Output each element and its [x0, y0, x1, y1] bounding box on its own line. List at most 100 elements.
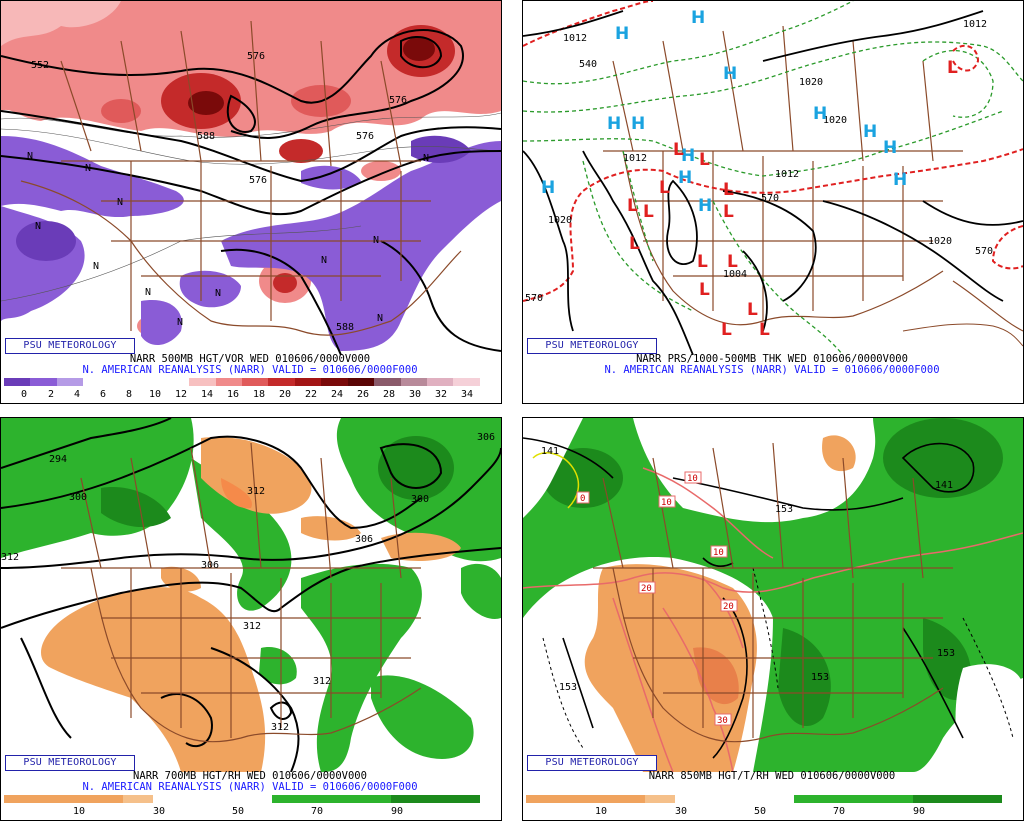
contour-label: 141 [541, 446, 559, 457]
low-center: L [947, 58, 958, 78]
isobar-label: 1020 [928, 236, 952, 247]
colorbar-tick: 18 [252, 389, 266, 400]
panel-850mb-rh: 141 153 141 153 153 153 0 10 10 10 20 20… [522, 417, 1024, 821]
isobar-label: 1012 [623, 153, 647, 164]
low-center: L [727, 252, 738, 272]
dashed-temperature-contours [542, 567, 1014, 749]
colorbar-ticks: 10 30 50 70 90 [526, 806, 1002, 818]
low-center: L [723, 180, 734, 200]
n-mark: N [117, 197, 123, 208]
contour-label: 153 [811, 672, 829, 683]
high-center: H [681, 146, 695, 166]
thickness-540-contour [523, 1, 1023, 302]
temperature-label: 10 [661, 498, 672, 508]
high-center: H [698, 196, 712, 216]
negative-vorticity-areas [1, 135, 501, 351]
contour-label: 141 [935, 480, 953, 491]
thickness-contours [523, 1, 1023, 355]
high-center: H [631, 114, 645, 134]
colorbar-tick: 90 [390, 806, 404, 817]
colorbar-tick: 8 [125, 389, 133, 400]
colorbar-ticks: 0 2 4 6 8 10 12 14 16 18 20 22 24 26 28 … [4, 389, 480, 401]
product-title: NARR PRS/1000-500MB THK WED 010606/0000V… [636, 353, 908, 365]
colorbar-tick: 50 [753, 806, 767, 817]
high-center: H [893, 170, 907, 190]
panel-700mb-rh: 294 300 312 306 300 306 306 312 312 312 … [0, 417, 502, 821]
high-center: H [607, 114, 621, 134]
n-mark: N [177, 317, 183, 328]
temperature-labels: 0 10 10 10 20 20 30 [576, 471, 738, 726]
contour-label: 576 [356, 131, 374, 142]
contour-label: 312 [313, 676, 331, 687]
temperature-label: 10 [713, 548, 724, 558]
colorbar-tick: 30 [408, 389, 422, 400]
contour-label: 300 [69, 492, 87, 503]
n-mark: N [85, 163, 91, 174]
coastline [902, 323, 1023, 347]
contour-label: 312 [1, 552, 19, 563]
n-mark: N [145, 287, 151, 298]
colorbar-tick: 16 [226, 389, 240, 400]
high-center: H [691, 8, 705, 28]
n-mark: N [35, 221, 41, 232]
n-mark: N [27, 151, 33, 162]
colorbar-tick: 30 [152, 806, 166, 817]
brand-label: PSU METEOROLOGY [527, 338, 657, 354]
n-mark: N [423, 153, 429, 164]
colorbar-ticks: 10 30 50 70 90 [4, 806, 480, 818]
moist-areas [1, 418, 501, 772]
colorbar-tick: 34 [460, 389, 474, 400]
colorbar-tick: 6 [99, 389, 107, 400]
low-center: L [627, 196, 638, 216]
contour-labels: 552 576 576 588 576 588 576 [31, 51, 407, 333]
thickness-label: 570 [975, 246, 993, 257]
contour-label: 312 [271, 722, 289, 733]
contour-label: 153 [775, 504, 793, 515]
product-title: NARR 850MB HGT/T/RH WED 010606/0000V000 [648, 770, 896, 782]
pressure-thickness-map: 1012 540 1012 1020 1020 1012 1012 1020 1… [523, 1, 1023, 355]
n-mark: N [373, 235, 379, 246]
colorbar-tick: 30 [674, 806, 688, 817]
thickness-label: 570 [761, 193, 779, 204]
colorbar [4, 378, 480, 386]
isobar-label: 1012 [563, 33, 587, 44]
high-center: H [541, 178, 555, 198]
brand-label: PSU METEOROLOGY [5, 755, 135, 771]
contour-label: 588 [336, 322, 354, 333]
geographic-borders [20, 20, 462, 336]
colorbar-tick: 4 [73, 389, 81, 400]
moist-areas [523, 418, 1023, 772]
contour-label: 300 [411, 494, 429, 505]
geographic-borders [603, 25, 1023, 332]
high-center: H [678, 168, 692, 188]
colorbar-tick: 2 [47, 389, 55, 400]
colorbar-tick: 50 [231, 806, 245, 817]
high-pressure-centers: H H H H H H H H H H H H H [541, 8, 907, 216]
high-center: H [883, 138, 897, 158]
rh-700mb-map: 294 300 312 306 300 306 306 312 312 312 … [1, 418, 501, 772]
isobar-label: 1012 [775, 169, 799, 180]
colorbar-tick: 10 [72, 806, 86, 817]
colorbar-tick: 32 [434, 389, 448, 400]
n-mark: N [377, 313, 383, 324]
height-contours [1, 418, 501, 772]
low-center: L [699, 150, 710, 170]
thickness-label: 540 [579, 59, 597, 70]
low-center: L [697, 252, 708, 272]
geographic-borders [61, 442, 422, 743]
contour-label: 306 [201, 560, 219, 571]
contour-label: 552 [31, 60, 49, 71]
dry-areas [523, 564, 757, 772]
colorbar-tick: 14 [200, 389, 214, 400]
contour-label: 576 [247, 51, 265, 62]
colorbar-tick: 24 [330, 389, 344, 400]
colorbar-tick: 70 [832, 806, 846, 817]
temperature-contours [523, 467, 1023, 772]
dry-areas [41, 437, 461, 772]
temperature-label: 20 [723, 602, 734, 612]
contour-label: 576 [249, 175, 267, 186]
colorbar [526, 795, 1002, 803]
contour-label: 312 [247, 486, 265, 497]
colorbar [4, 795, 480, 803]
brand-label: PSU METEOROLOGY [527, 755, 657, 771]
